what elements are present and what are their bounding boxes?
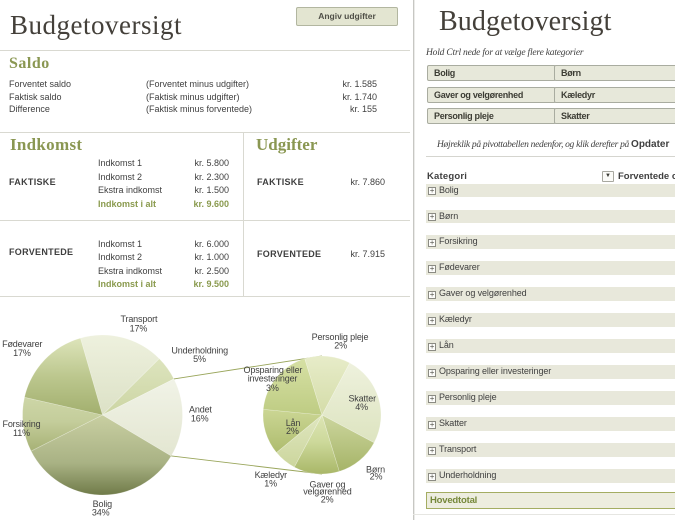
svg-text:Personlig pleje: Personlig pleje	[312, 332, 369, 342]
svg-text:Skatter: Skatter	[348, 394, 376, 404]
svg-text:velgørenhed: velgørenhed	[303, 487, 352, 497]
svg-text:17%: 17%	[130, 324, 148, 334]
svg-text:2%: 2%	[286, 426, 299, 436]
svg-text:Underholdning: Underholdning	[171, 346, 228, 356]
svg-text:2%: 2%	[334, 340, 347, 350]
svg-text:Andet: Andet	[189, 405, 212, 415]
svg-text:2%: 2%	[321, 495, 334, 505]
svg-text:Opsparing eller: Opsparing eller	[244, 365, 303, 375]
svg-text:11%: 11%	[13, 428, 30, 438]
svg-text:Lån: Lån	[286, 418, 301, 428]
svg-text:5%: 5%	[193, 354, 206, 364]
svg-text:Børn: Børn	[366, 464, 385, 474]
svg-text:Fødevarer: Fødevarer	[2, 339, 42, 349]
svg-text:4%: 4%	[355, 402, 368, 412]
svg-text:Gaver og: Gaver og	[309, 480, 345, 490]
svg-text:16%: 16%	[191, 414, 209, 424]
svg-text:investeringer: investeringer	[248, 374, 298, 384]
svg-text:2%: 2%	[370, 472, 383, 482]
svg-text:Bolig: Bolig	[93, 499, 112, 509]
svg-text:Transport: Transport	[120, 314, 157, 324]
svg-text:Forsikring: Forsikring	[2, 419, 40, 429]
svg-text:34%: 34%	[92, 508, 110, 518]
svg-text:3%: 3%	[266, 383, 279, 393]
svg-text:Kæledyr: Kæledyr	[255, 470, 288, 480]
svg-text:1%: 1%	[264, 479, 277, 489]
svg-text:17%: 17%	[13, 348, 31, 358]
